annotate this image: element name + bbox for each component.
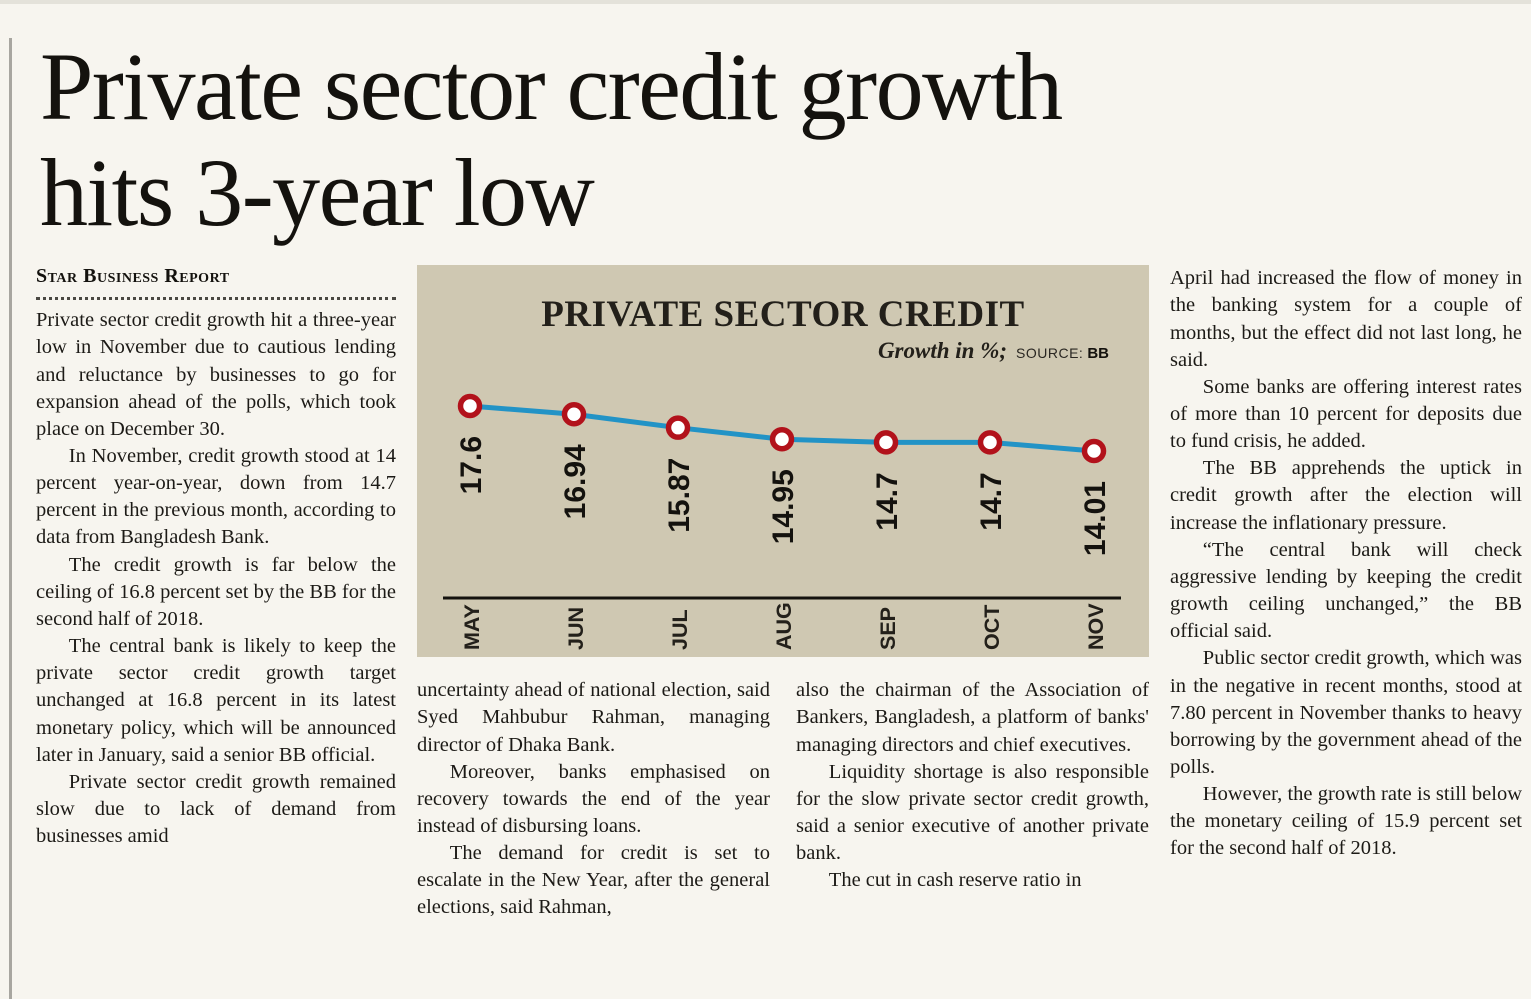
credit-growth-chart: PRIVATE SECTOR CREDIT Growth in %; SOURC… bbox=[417, 265, 1149, 658]
headline-line-2: hits 3-year low bbox=[40, 138, 595, 246]
x-axis-month-label: OCT bbox=[980, 605, 1004, 650]
chart-growth-label: Growth in %; bbox=[877, 338, 1008, 364]
paragraph: uncertainty ahead of national election, … bbox=[417, 679, 770, 756]
chart-subtitle: Growth in %; SOURCE: BB bbox=[417, 338, 1149, 364]
data-point-value-label: 14.01 bbox=[1079, 481, 1112, 556]
article-headline: Private sector credit growth hits 3-year … bbox=[40, 34, 1517, 245]
article-column-4: April had increased the flow of money in… bbox=[1170, 265, 1522, 921]
paragraph: April had increased the flow of money in… bbox=[1170, 267, 1522, 371]
byline-dotted-rule bbox=[36, 297, 396, 301]
paragraph: However, the growth rate is still below … bbox=[1170, 783, 1522, 860]
data-point-marker bbox=[873, 430, 899, 455]
chart-title: PRIVATE SECTOR CREDIT bbox=[541, 294, 1025, 336]
paragraph: The BB apprehends the uptick in credit g… bbox=[1170, 457, 1522, 534]
paragraph: In November, credit growth stood at 14 p… bbox=[36, 444, 396, 549]
column-rule-left bbox=[9, 38, 12, 999]
data-point-marker bbox=[457, 393, 483, 419]
paragraph: Liquidity shortage is also responsible f… bbox=[796, 760, 1149, 865]
middle-text-columns: uncertainty ahead of national election, … bbox=[417, 677, 1149, 921]
data-point-marker bbox=[561, 402, 587, 427]
paragraph: Moreover, banks emphasised on recovery t… bbox=[417, 760, 770, 837]
data-point-marker bbox=[1081, 438, 1107, 464]
x-axis-month-label: AUG bbox=[772, 602, 796, 650]
paragraph: The credit growth is far below the ceili… bbox=[36, 553, 396, 630]
paragraph: The central bank is likely to keep the p… bbox=[36, 635, 396, 766]
paragraph: also the chairman of the Association of … bbox=[796, 679, 1149, 756]
article-middle-section: PRIVATE SECTOR CREDIT Growth in %; SOURC… bbox=[417, 265, 1149, 921]
data-point-marker bbox=[769, 427, 795, 452]
x-axis-month-label: MAY bbox=[460, 604, 484, 650]
credit-growth-chart-plot: 17.6 MAY 16.94 JUN 15.87 JUL 14.95 AUG 14.7 SEP 14… bbox=[443, 393, 1121, 651]
chart-source-label: SOURCE: bbox=[1016, 345, 1084, 362]
article-column-3: also the chairman of the Association of … bbox=[796, 677, 1149, 921]
paragraph: Private sector credit growth remained sl… bbox=[36, 770, 396, 848]
data-point-value-label: 17.6 bbox=[455, 436, 488, 494]
data-point-marker bbox=[977, 430, 1003, 455]
x-axis-month-label: NOV bbox=[1084, 603, 1108, 650]
paragraph: Public sector credit growth, which was i… bbox=[1170, 647, 1522, 778]
paragraph: The cut in cash reserve ratio in bbox=[828, 869, 1082, 892]
paragraph: The demand for credit is set to escalate… bbox=[417, 842, 770, 919]
byline: Star Business Report bbox=[36, 265, 230, 288]
headline-line-1: Private sector credit growth bbox=[40, 33, 1063, 140]
data-point-value-label: 15.87 bbox=[663, 458, 696, 533]
article-columns: Star Business Report Private sector cred… bbox=[36, 265, 1522, 921]
data-point-marker bbox=[665, 415, 691, 441]
paragraph: “The central bank will check aggressive … bbox=[1170, 538, 1522, 643]
x-axis-month-label: JUN bbox=[564, 607, 588, 650]
paragraph: Some banks are offering interest rates o… bbox=[1170, 375, 1522, 453]
paragraph: Private sector credit growth hit a three… bbox=[36, 309, 396, 440]
chart-source-value: BB bbox=[1087, 345, 1109, 363]
article-column-2: uncertainty ahead of national election, … bbox=[417, 677, 770, 921]
article-column-1: Star Business Report Private sector cred… bbox=[36, 265, 396, 921]
data-point-value-label: 14.7 bbox=[975, 473, 1008, 531]
data-point-value-label: 16.94 bbox=[559, 444, 592, 519]
x-axis-month-label: JUL bbox=[668, 610, 692, 651]
data-point-value-label: 14.95 bbox=[767, 469, 800, 544]
x-axis-month-label: SEP bbox=[876, 607, 900, 650]
data-point-value-label: 14.7 bbox=[871, 473, 904, 531]
